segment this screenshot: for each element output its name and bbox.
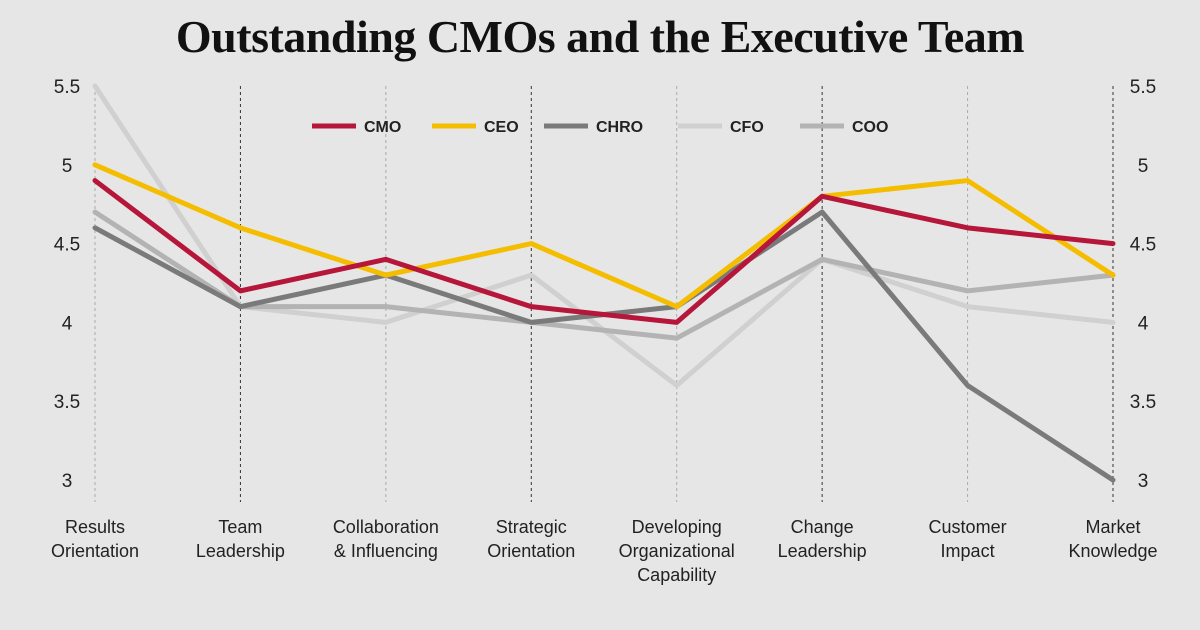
legend-label-coo: COO <box>852 119 888 136</box>
x-category-label: Customer Impact <box>929 517 1007 561</box>
y-tick-label-left: 3.5 <box>54 392 80 413</box>
series-line-ceo <box>92 162 1116 310</box>
y-tick-label-right: 4 <box>1138 313 1149 334</box>
x-category-label: Results Orientation <box>51 517 139 561</box>
series-line-chro <box>92 209 1116 483</box>
x-category-label: Strategic Orientation <box>487 517 575 561</box>
x-category-label-line: Organizational <box>619 541 735 561</box>
series-line-cmo <box>92 178 1116 325</box>
chart-title: Outstanding CMOs and the Executive Team <box>175 11 1025 62</box>
y-tick-label-right: 3.5 <box>1130 392 1156 413</box>
x-category-label: Developing Organizational Capability <box>619 517 735 585</box>
legend-label-cfo: CFO <box>730 119 764 136</box>
x-category-label-line: Change <box>791 517 854 537</box>
x-category-label-line: Strategic <box>496 517 567 537</box>
y-tick-label-left: 3 <box>62 471 73 492</box>
x-category-label-line: Results <box>65 517 125 537</box>
y-tick-label-left: 4.5 <box>54 235 80 256</box>
x-category-label-line: Leadership <box>778 541 867 561</box>
y-tick-label-left: 4 <box>62 313 73 334</box>
x-category-label-line: Team <box>218 517 262 537</box>
legend-label-ceo: CEO <box>484 119 519 136</box>
x-category-label: Team Leadership <box>196 517 285 561</box>
x-category-label-line: Developing <box>632 517 722 537</box>
x-category-label-line: Knowledge <box>1068 541 1157 561</box>
x-category-label-line: Collaboration <box>333 517 439 537</box>
x-category-label: Collaboration & Influencing <box>333 517 439 561</box>
series-line-coo <box>92 209 1116 341</box>
legend-label-chro: CHRO <box>596 119 643 136</box>
x-category-label-line: Customer <box>929 517 1007 537</box>
x-category-label: Market Knowledge <box>1068 517 1157 561</box>
y-tick-label-right: 5.5 <box>1130 77 1156 98</box>
y-tick-label-right: 5 <box>1138 156 1149 177</box>
x-category-label-line: Orientation <box>487 541 575 561</box>
y-tick-label-left: 5.5 <box>54 77 80 98</box>
x-category-label-line: Capability <box>637 565 716 585</box>
x-category-label-line: Leadership <box>196 541 285 561</box>
y-tick-label-right: 3 <box>1138 471 1149 492</box>
x-category-label-line: Orientation <box>51 541 139 561</box>
legend-label-cmo: CMO <box>364 119 401 136</box>
y-tick-label-left: 5 <box>62 156 73 177</box>
x-category-label-line: & Influencing <box>334 541 438 561</box>
y-tick-label-right: 4.5 <box>1130 235 1156 256</box>
x-category-label-line: Impact <box>941 541 995 561</box>
x-category-label: Change Leadership <box>778 517 867 561</box>
x-category-label-line: Market <box>1085 517 1140 537</box>
